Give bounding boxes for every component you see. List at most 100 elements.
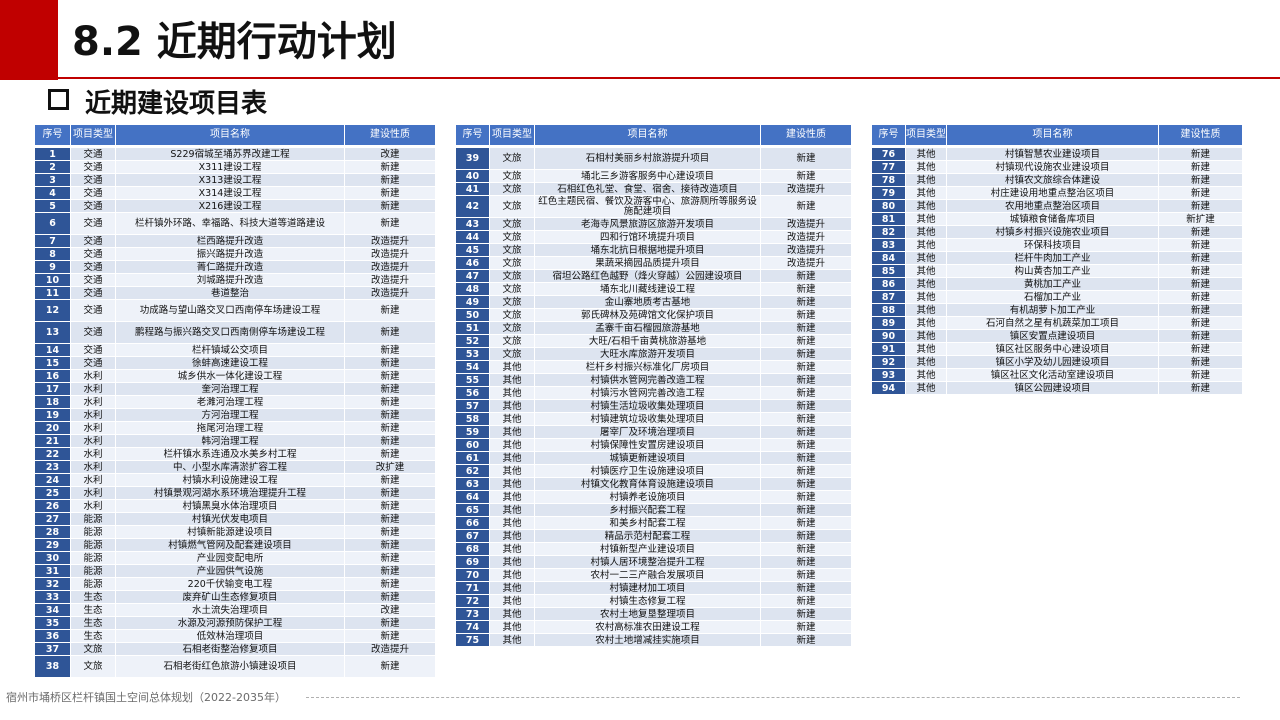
cell-type: 其他 [490,374,534,386]
table-row: 3 交通 X313建设工程 新建 [35,174,436,186]
cell-nature: 新建 [1159,200,1242,212]
cell-nature: 新建 [761,504,851,516]
cell-number: 66 [456,517,489,529]
footer-divider [306,697,1240,698]
cell-nature: 改造提升 [345,248,435,260]
cell-name: 石相村美丽乡村旅游提升项目 [535,148,760,169]
cell-number: 55 [456,374,489,386]
cell-name: 村镇人居环境整治提升工程 [535,556,760,568]
cell-type: 其他 [906,330,946,342]
cell-number: 39 [456,148,489,169]
table-row: 15 交通 徐蚌高速建设工程 新建 [35,357,436,369]
cell-number: 23 [35,461,70,473]
cell-number: 74 [456,621,489,633]
cell-number: 20 [35,422,70,434]
page-title: 8.2 近期行动计划 [72,19,397,65]
cell-type: 其他 [906,161,946,173]
cell-type: 水利 [71,500,115,512]
cell-number: 8 [35,248,70,260]
table-row: 30 能源 产业园变配电所 新建 [35,552,436,564]
table-row: 19 水利 方河治理工程 新建 [35,409,436,421]
table-header: 序号 项目类型 项目名称 建设性质 [456,125,852,145]
cell-number: 80 [872,200,905,212]
table-row: 89 其他 石河自然之星有机蔬菜加工项目 新建 [872,317,1243,329]
cell-number: 75 [456,634,489,646]
cell-number: 48 [456,283,489,295]
title-accent-bar [0,0,58,80]
cell-name: 栏西路提升改造 [116,235,344,247]
cell-number: 47 [456,270,489,282]
cell-nature: 新建 [345,161,435,173]
cell-number: 68 [456,543,489,555]
cell-type: 其他 [490,556,534,568]
cell-nature: 新建 [345,383,435,395]
cell-type: 其他 [490,634,534,646]
header-type: 项目类型 [71,125,115,145]
cell-name: 村镇供水管网完善改造工程 [535,374,760,386]
cell-type: 水利 [71,422,115,434]
cell-number: 15 [35,357,70,369]
table-row: 56 其他 村镇污水管网完善改造工程 新建 [456,387,852,399]
cell-name: 栏杆镇外环路、幸福路、科技大道等道路建设 [116,213,344,234]
cell-nature: 新建 [761,426,851,438]
cell-nature: 新建 [345,435,435,447]
cell-nature: 新建 [1159,356,1242,368]
cell-nature: 新建 [761,196,851,217]
cell-nature: 新建 [761,348,851,360]
cell-name: 埇东北川藏线建设工程 [535,283,760,295]
table-row: 67 其他 精品示范村配套工程 新建 [456,530,852,542]
cell-name: 镇区公园建设项目 [947,382,1158,394]
header-type: 项目类型 [490,125,534,145]
cell-number: 62 [456,465,489,477]
cell-name: 镇区社区服务中心建设项目 [947,343,1158,355]
cell-nature: 新建 [761,530,851,542]
cell-name: 村镇医疗卫生设施建设项目 [535,465,760,477]
cell-nature: 新建 [345,300,435,321]
cell-nature: 新建 [761,582,851,594]
table-row: 6 交通 栏杆镇外环路、幸福路、科技大道等道路建设 新建 [35,213,436,234]
cell-type: 其他 [906,382,946,394]
cell-name: 村镇黑臭水体治理项目 [116,500,344,512]
cell-type: 交通 [71,235,115,247]
cell-name: 城乡供水一体化建设工程 [116,370,344,382]
cell-number: 90 [872,330,905,342]
cell-nature: 改造提升 [761,183,851,195]
cell-name: X216建设工程 [116,200,344,212]
cell-nature: 改建 [345,604,435,616]
cell-name: 村镇保障性安置房建设项目 [535,439,760,451]
table-row: 86 其他 黄桃加工产业 新建 [872,278,1243,290]
cell-name: 栏杆乡村振兴标准化厂房项目 [535,361,760,373]
header-nature: 建设性质 [1159,125,1242,145]
cell-nature: 新建 [1159,226,1242,238]
cell-nature: 新建 [761,634,851,646]
cell-name: 大旺/石相千亩黄桃旅游基地 [535,335,760,347]
cell-type: 文旅 [490,296,534,308]
cell-name: 村镇污水管网完善改造工程 [535,387,760,399]
cell-type: 交通 [71,148,115,160]
cell-type: 文旅 [490,148,534,169]
cell-nature: 新建 [345,370,435,382]
table-header: 序号 项目类型 项目名称 建设性质 [872,125,1243,145]
cell-number: 25 [35,487,70,499]
table-row: 65 其他 乡村振兴配套工程 新建 [456,504,852,516]
cell-nature: 新建 [1159,343,1242,355]
table-row: 26 水利 村镇黑臭水体治理项目 新建 [35,500,436,512]
cell-name: 石河自然之星有机蔬菜加工项目 [947,317,1158,329]
cell-number: 17 [35,383,70,395]
header-name: 项目名称 [116,125,344,145]
table-row: 37 文旅 石相老街整治修复项目 改造提升 [35,643,436,655]
cell-type: 文旅 [490,257,534,269]
cell-nature: 新建 [761,413,851,425]
cell-name: 功成路与望山路交叉口西南停车场建设工程 [116,300,344,321]
table-row: 23 水利 中、小型水库清淤扩容工程 改扩建 [35,461,436,473]
table-row: 27 能源 村镇光伏发电项目 新建 [35,513,436,525]
cell-name: 四和行馆环境提升项目 [535,231,760,243]
cell-type: 交通 [71,322,115,343]
table-row: 10 交通 刘城路提升改造 改造提升 [35,274,436,286]
cell-number: 46 [456,257,489,269]
cell-type: 交通 [71,187,115,199]
cell-nature: 新建 [1159,291,1242,303]
cell-nature: 新建 [761,491,851,503]
table-row: 53 文旅 大旺水库旅游开发项目 新建 [456,348,852,360]
cell-name: 拖尾河治理工程 [116,422,344,434]
